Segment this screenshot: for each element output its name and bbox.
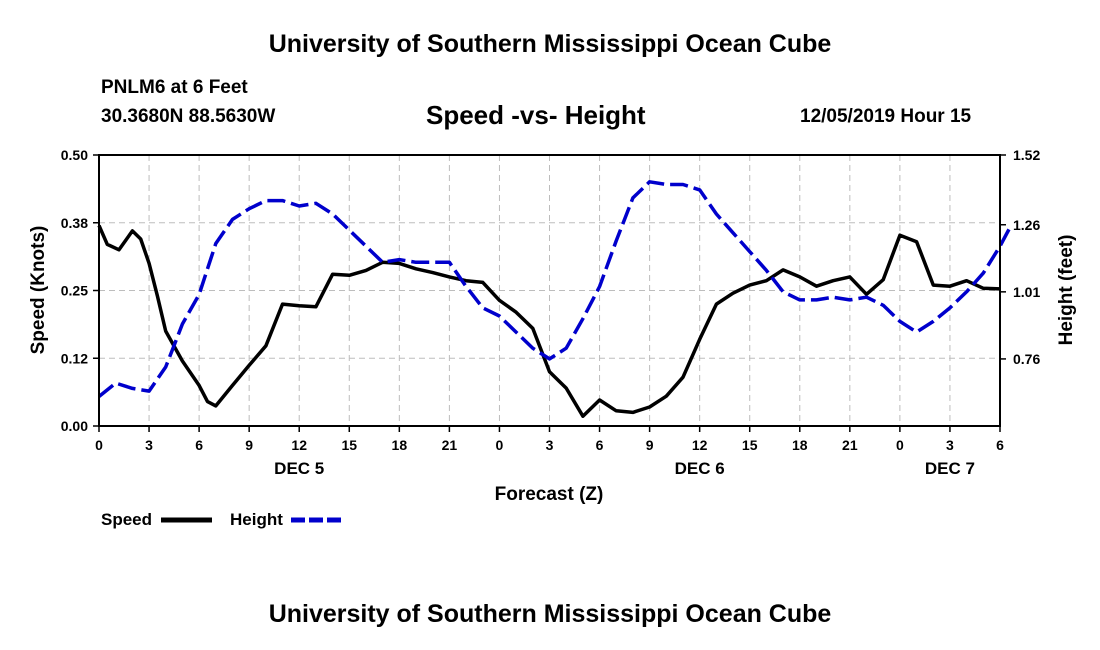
timestamp-label: 12/05/2019 Hour 15 bbox=[800, 106, 972, 127]
y-tick-label-left: 0.38 bbox=[61, 215, 88, 231]
x-tick-label: 6 bbox=[996, 437, 1004, 453]
y-tick-label-left: 0.25 bbox=[61, 283, 88, 299]
x-axis-label: Forecast (Z) bbox=[495, 484, 604, 505]
series-layer bbox=[97, 180, 1012, 418]
x-tick-label: 0 bbox=[496, 437, 504, 453]
legend-label-height: Height bbox=[230, 510, 283, 529]
x-tick-label: 18 bbox=[792, 437, 808, 453]
day-label: DEC 5 bbox=[274, 459, 324, 478]
y-tick-label-right: 1.52 bbox=[1013, 147, 1040, 163]
x-tick-label: 3 bbox=[946, 437, 954, 453]
x-tick-label: 18 bbox=[392, 437, 408, 453]
y-tick-label-right: 1.01 bbox=[1013, 284, 1040, 300]
y-tick-label-right: 1.26 bbox=[1013, 217, 1040, 233]
x-tick-label: 0 bbox=[95, 437, 103, 453]
chart-title: Speed -vs- Height bbox=[426, 100, 646, 130]
x-tick-label: 0 bbox=[896, 437, 904, 453]
y-tick-label-left: 0.12 bbox=[61, 350, 88, 366]
y-tick-label-left: 0.00 bbox=[61, 418, 88, 434]
x-tick-label: 6 bbox=[596, 437, 604, 453]
x-tick-label: 6 bbox=[195, 437, 203, 453]
x-tick-label: 21 bbox=[442, 437, 458, 453]
x-tick-label: 12 bbox=[291, 437, 307, 453]
x-tick-label: 9 bbox=[245, 437, 253, 453]
x-tick-label: 21 bbox=[842, 437, 858, 453]
x-tick-label: 9 bbox=[646, 437, 654, 453]
y-tick-label-right: 0.76 bbox=[1013, 351, 1040, 367]
x-tick-label: 15 bbox=[341, 437, 357, 453]
y-axis-left-label: Speed (Knots) bbox=[28, 226, 49, 355]
station-label: PNLM6 at 6 Feet bbox=[101, 77, 248, 98]
x-tick-label: 15 bbox=[742, 437, 758, 453]
series-line-speed bbox=[97, 224, 1001, 418]
footer-title: University of Southern Mississippi Ocean… bbox=[268, 600, 832, 628]
x-tick-label: 3 bbox=[145, 437, 153, 453]
axis-layer: 0 3 6 9 12 15 18 21 0 3 6 9 12 15 18 21 0 3 6 DEC 5 DEC 6 DEC… bbox=[61, 147, 1041, 478]
coordinates-label: 30.3680N 88.5630W bbox=[101, 106, 276, 127]
day-label: DEC 6 bbox=[675, 459, 725, 478]
y-axis-right-label: Height (feet) bbox=[1056, 235, 1077, 346]
day-label: DEC 7 bbox=[925, 459, 975, 478]
x-tick-label: 12 bbox=[692, 437, 708, 453]
y-tick-label-left: 0.50 bbox=[61, 147, 88, 163]
x-tick-label: 3 bbox=[546, 437, 554, 453]
page-title: University of Southern Mississippi Ocean… bbox=[268, 30, 832, 58]
legend: Speed Height bbox=[101, 510, 342, 529]
series-line-height bbox=[97, 180, 1012, 398]
legend-label-speed: Speed bbox=[101, 510, 152, 529]
